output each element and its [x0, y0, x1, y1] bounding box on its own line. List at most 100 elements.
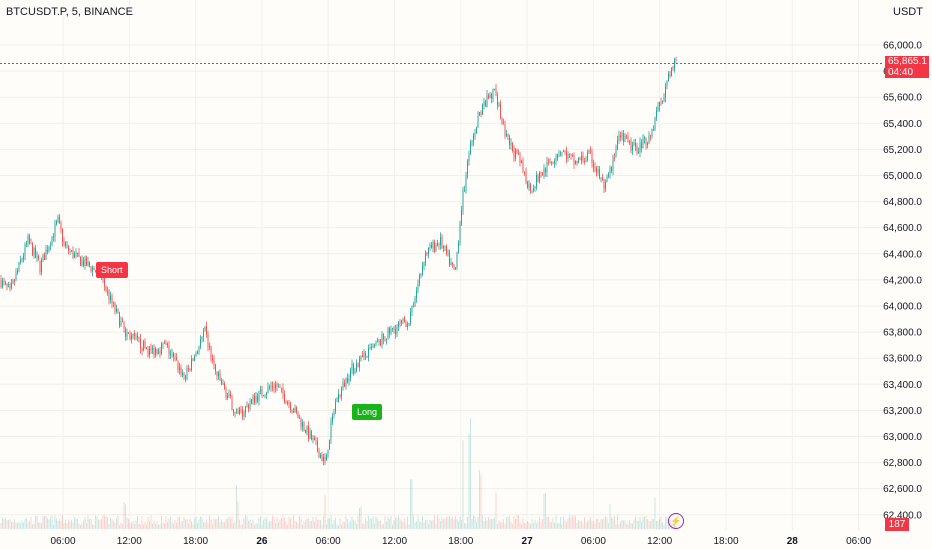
- short-signal-label[interactable]: Short: [96, 262, 128, 278]
- y-tick-label: 65,000.0: [883, 171, 922, 182]
- candle-body: [68, 245, 69, 251]
- volume-bar: [356, 523, 357, 529]
- candle-body: [581, 155, 582, 161]
- volume-bar: [564, 520, 566, 529]
- volume-bar: [623, 520, 624, 529]
- volume-bar: [345, 515, 347, 529]
- volume-bar: [5, 517, 6, 529]
- candle-body: [84, 257, 86, 267]
- volume-bar: [264, 518, 266, 529]
- candle-body: [260, 389, 261, 391]
- volume-bar: [566, 522, 567, 529]
- volume-bar: [144, 521, 146, 529]
- volume-bar: [347, 518, 348, 529]
- candle-body: [371, 347, 372, 349]
- candle-body: [209, 346, 210, 347]
- candle-body: [401, 320, 402, 324]
- candle-body: [347, 378, 348, 383]
- candle-body: [605, 181, 606, 189]
- volume-bar: [200, 516, 201, 529]
- candle-body: [156, 348, 158, 354]
- candle-body: [17, 270, 18, 273]
- volume-bar: [225, 518, 227, 529]
- candle-body: [383, 334, 384, 340]
- candle-body: [491, 94, 492, 99]
- candle-body: [149, 348, 150, 355]
- candle-body: [116, 308, 117, 312]
- long-signal-label[interactable]: Long: [352, 404, 383, 420]
- volume-bar: [174, 520, 176, 529]
- volume-bar: [32, 524, 33, 529]
- candle-body: [648, 135, 650, 144]
- candle-body: [195, 353, 197, 357]
- volume-bar: [449, 515, 450, 529]
- volume-bar: [288, 516, 290, 529]
- candle-body: [459, 223, 461, 244]
- candle-body: [420, 273, 422, 276]
- candle-body: [120, 321, 122, 326]
- volume-bar: [206, 519, 207, 529]
- candle-body: [140, 338, 141, 349]
- lightning-icon[interactable]: ⚡: [668, 513, 684, 529]
- volume-bar: [204, 521, 206, 529]
- currency-label[interactable]: USDT: [893, 6, 923, 18]
- volume-bar: [282, 515, 284, 529]
- volume-bar: [47, 518, 48, 529]
- candle-body: [278, 386, 279, 388]
- volume-bar: [207, 523, 209, 529]
- volume-bar: [326, 524, 327, 529]
- volume-bar: [443, 519, 444, 529]
- candle-body: [623, 133, 624, 142]
- candle-body: [333, 411, 335, 416]
- candle-body: [192, 358, 194, 361]
- volume-bar: [543, 493, 545, 529]
- volume-bar: [314, 521, 315, 529]
- volume-bar: [344, 522, 345, 529]
- volume-bar: [107, 517, 108, 529]
- candle-body: [441, 236, 443, 248]
- volume-bar: [108, 523, 110, 529]
- volume-bar: [224, 522, 225, 529]
- candle-body: [59, 216, 60, 223]
- volume-bar: [167, 522, 168, 529]
- volume-bar: [350, 520, 351, 529]
- volume-bar: [120, 522, 122, 529]
- candle-body: [122, 321, 123, 322]
- volume-bar: [351, 516, 353, 529]
- volume-bar: [386, 520, 387, 529]
- candle-body: [170, 354, 171, 355]
- candle-body: [654, 117, 656, 130]
- candle-body: [246, 405, 248, 407]
- candle-body: [29, 235, 30, 243]
- volume-bar: [546, 516, 548, 529]
- volume-bar: [461, 520, 462, 529]
- volume-bar: [48, 519, 50, 529]
- candle-body: [257, 396, 258, 401]
- candle-body: [36, 255, 38, 258]
- volume-bar: [402, 521, 404, 529]
- candle-body: [651, 129, 653, 136]
- candle-body: [585, 159, 587, 162]
- candle-body: [221, 380, 222, 385]
- volume-bar: [647, 519, 648, 529]
- volume-bar: [323, 516, 324, 529]
- candle-body: [594, 167, 596, 169]
- candle-body: [306, 426, 308, 433]
- candle-body: [74, 253, 75, 258]
- volume-bar: [512, 524, 513, 529]
- candle-body: [332, 415, 333, 422]
- volume-bar: [395, 517, 396, 529]
- volume-bar: [39, 522, 41, 529]
- volume-bar: [27, 522, 29, 529]
- candle-body: [24, 244, 26, 256]
- volume-bar: [381, 524, 383, 529]
- candle-body: [497, 95, 498, 106]
- candle-body: [551, 162, 552, 164]
- candle-body: [657, 106, 659, 111]
- volume-bar: [663, 524, 665, 529]
- symbol-label[interactable]: BTCUSDT.P, 5, BINANCE: [6, 6, 133, 18]
- volume-bar: [227, 518, 228, 529]
- candle-body: [225, 388, 227, 398]
- volume-bar: [537, 521, 539, 529]
